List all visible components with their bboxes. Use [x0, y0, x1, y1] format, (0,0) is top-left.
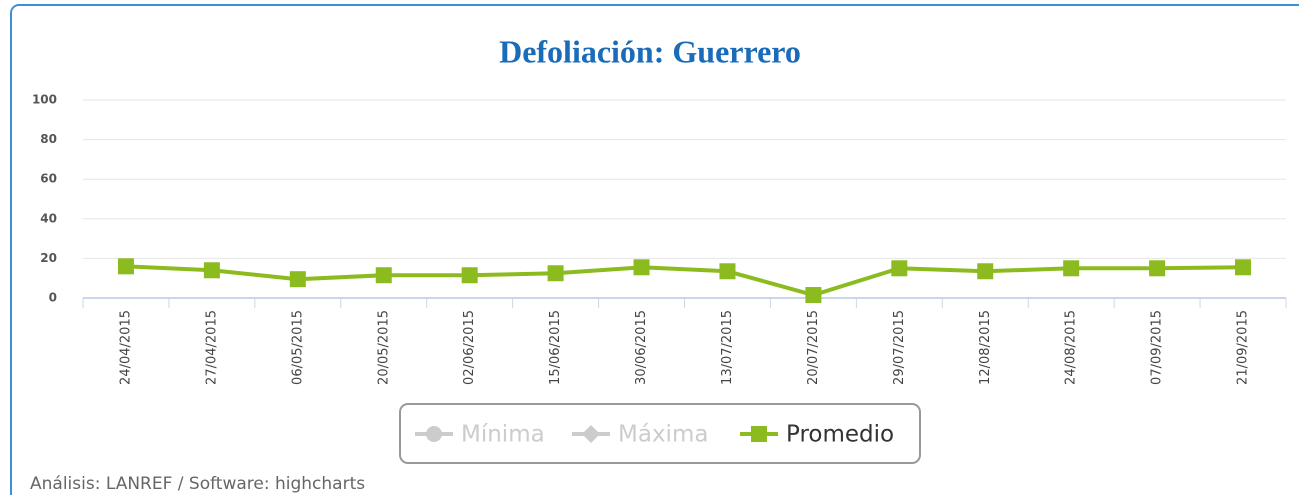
data-point: [891, 260, 908, 277]
x-tick-label: 21/09/2015: [1236, 310, 1251, 385]
x-tick-label: 30/06/2015: [634, 310, 649, 385]
y-tick-label: 20: [40, 251, 57, 265]
x-tick-label: 27/04/2015: [204, 310, 219, 385]
legend-symbol: [751, 426, 767, 442]
legend-label: Máxima: [618, 422, 708, 448]
x-tick-label: 20/05/2015: [376, 310, 391, 385]
data-point: [805, 287, 822, 304]
x-tick-label: 20/07/2015: [806, 310, 821, 385]
data-point: [375, 267, 392, 284]
x-tick-label: 15/06/2015: [548, 310, 563, 385]
y-tick-label: 40: [40, 211, 57, 225]
x-tick-label: 24/04/2015: [118, 310, 133, 385]
data-point: [1235, 259, 1252, 276]
x-tick-label: 02/06/2015: [462, 310, 477, 385]
frame: [10, 4, 1299, 495]
legend-label: Promedio: [786, 422, 894, 448]
data-point: [289, 271, 306, 288]
data-point: [633, 259, 650, 276]
data-point: [547, 265, 564, 282]
legend-symbol: [426, 426, 442, 442]
data-point: [977, 263, 994, 280]
y-tick-label: 80: [40, 132, 57, 146]
legend-box: [399, 403, 921, 464]
data-point: [203, 262, 220, 279]
x-tick-label: 29/07/2015: [892, 310, 907, 385]
x-tick-label: 07/09/2015: [1150, 310, 1165, 385]
legend-symbol: [582, 425, 600, 443]
data-point: [1063, 260, 1080, 277]
data-point: [117, 258, 134, 275]
data-point: [719, 263, 736, 280]
legend-label: Mínima: [461, 422, 545, 448]
x-tick-label: 24/08/2015: [1064, 310, 1079, 385]
y-tick-label: 100: [32, 93, 57, 107]
y-tick-label: 0: [49, 291, 57, 305]
x-tick-label: 06/05/2015: [290, 310, 305, 385]
x-tick-label: 13/07/2015: [720, 310, 735, 385]
chart-title: Defoliación: Guerrero: [499, 33, 801, 69]
y-tick-label: 60: [40, 172, 57, 186]
data-point: [1149, 260, 1166, 277]
series-line: [125, 264, 1244, 298]
credits: Análisis: LANREF / Software: highcharts: [30, 474, 365, 494]
x-tick-label: 12/08/2015: [978, 310, 993, 385]
data-point: [461, 267, 478, 284]
